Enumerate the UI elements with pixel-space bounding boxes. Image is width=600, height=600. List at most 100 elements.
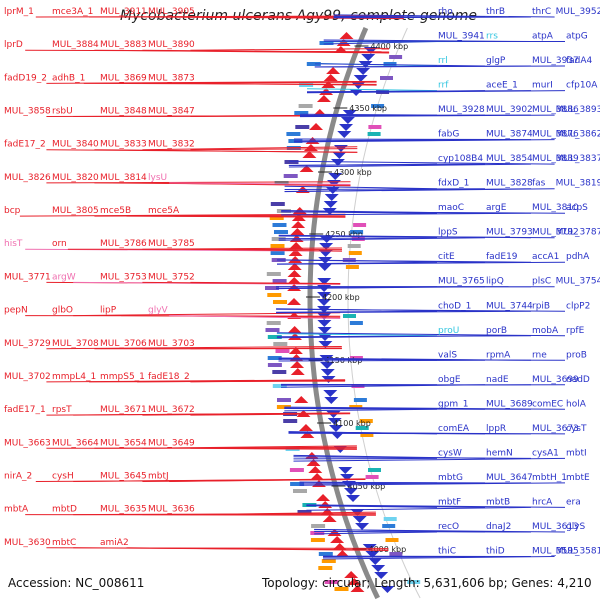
gene-label-reverse: rrl: [438, 56, 448, 66]
label-connector-forward: [142, 49, 390, 53]
label-connector-reverse: [276, 259, 532, 263]
feature-block: [359, 419, 373, 423]
gene-label-forward: MUL_3905: [148, 7, 195, 17]
gene-label-reverse: rrf: [438, 81, 449, 91]
forward-gene-arrow: [287, 284, 302, 291]
reverse-gene-arrow: [365, 551, 380, 558]
feature-block: [265, 286, 279, 290]
feature-block: [349, 405, 363, 409]
label-connector-forward: [142, 81, 377, 84]
gene-label-forward: MUL_3890: [148, 40, 195, 50]
gene-label-forward: MUL_3869: [100, 73, 147, 83]
forward-gene-arrow: [291, 221, 306, 228]
forward-gene-arrow: [287, 326, 302, 333]
label-connector-forward: [190, 379, 346, 383]
gene-label-forward: glbO: [52, 306, 73, 316]
gene-label-reverse: accA1: [532, 252, 559, 262]
gene-label-reverse: plsC: [532, 277, 551, 287]
gene-label-reverse: recO: [438, 522, 459, 532]
forward-gene-arrow: [288, 249, 303, 256]
gene-label-reverse: era: [566, 497, 581, 507]
gene-label-forward: MUL_3911: [100, 7, 147, 17]
forward-gene-arrow: [316, 494, 331, 501]
gene-label-reverse: aceE_1: [486, 81, 518, 91]
gene-label-reverse: cysT: [566, 424, 587, 434]
feature-block: [389, 55, 403, 59]
feature-block: [318, 552, 333, 556]
gene-label-reverse: MUL_3937: [532, 56, 579, 66]
reverse-gene-arrow: [368, 558, 383, 565]
feature-block: [348, 251, 362, 255]
gene-label-reverse: acpS: [566, 203, 588, 213]
feature-block: [306, 62, 321, 66]
forward-gene-arrow: [327, 529, 342, 536]
forward-gene-arrow: [318, 501, 333, 508]
label-connector-reverse: [306, 504, 566, 508]
feature-block: [334, 587, 349, 591]
gene-label-reverse: citE: [438, 252, 455, 262]
gene-label-reverse: mbtB: [486, 497, 510, 507]
label-connector-reverse: [293, 457, 566, 462]
gene-label-reverse: hrcA: [532, 497, 553, 507]
gene-label-forward: hisT: [4, 239, 23, 249]
gene-label-forward: MUL_3753: [100, 272, 147, 282]
feature-block: [271, 237, 286, 241]
gene-label-forward: MUL_3785: [148, 239, 195, 249]
feature-block: [283, 174, 298, 178]
forward-gene-arrow: [290, 228, 305, 235]
gene-label-reverse: MUL_3754: [556, 277, 600, 287]
gene-label-forward: MUL_3708: [52, 339, 99, 349]
feature-block: [368, 468, 381, 472]
gene-label-forward: nirA_2: [4, 472, 32, 482]
gene-label-forward: MUL_3645: [100, 472, 147, 482]
gene-label-forward: MUL_3858: [4, 107, 51, 117]
gene-label-reverse: comEA: [438, 424, 470, 434]
gene-label-forward: MUL_3630: [4, 538, 51, 548]
reverse-gene-arrow: [324, 194, 339, 201]
reverse-gene-arrow: [339, 124, 354, 131]
gene-label-reverse: MUL_3595: [532, 547, 579, 557]
gene-label-reverse: lppS: [438, 228, 458, 238]
label-connector-forward: [142, 146, 358, 151]
gene-label-forward: orn: [52, 239, 67, 249]
label-connector-reverse: [314, 531, 438, 535]
gene-label-reverse: MUL_3810: [532, 203, 579, 213]
label-connector-forward: [190, 82, 377, 86]
gene-label-forward: MUL_3873: [148, 73, 195, 83]
forward-gene-arrow: [309, 123, 324, 130]
feature-block: [295, 125, 310, 129]
label-connector-reverse: [314, 529, 566, 533]
gene-label-forward: MUL_3649: [148, 438, 195, 448]
forward-gene-arrow: [289, 354, 304, 361]
reverse-gene-arrow: [328, 425, 343, 432]
gene-label-reverse: MUL_3793: [486, 228, 533, 238]
label-connector-reverse: [276, 335, 532, 338]
inner-guide-arc: [347, 27, 421, 599]
gene-label-reverse: nadD: [566, 375, 590, 385]
feature-block: [343, 314, 356, 318]
forward-gene-arrow: [287, 270, 302, 277]
reverse-gene-arrow: [317, 264, 332, 271]
forward-gene-arrow: [347, 578, 362, 585]
label-connector-reverse: [306, 506, 532, 511]
label-connector-reverse: [284, 188, 486, 190]
gene-label-forward: mbtC: [52, 538, 76, 548]
feature-block: [345, 265, 359, 269]
label-connector-forward: [190, 281, 341, 284]
gene-label-forward: fadE18_2: [148, 372, 190, 382]
gene-label-reverse: holA: [566, 399, 587, 409]
feature-block: [299, 83, 314, 87]
label-connector-reverse: [293, 456, 532, 459]
feature-block: [319, 41, 334, 45]
feature-block: [284, 160, 299, 164]
accession-label: Accession: NC_008611: [8, 576, 145, 590]
label-connector-forward: [190, 248, 343, 252]
label-connector-forward: [190, 148, 358, 151]
gene-label-forward: mbtJ: [148, 472, 169, 482]
forward-gene-arrow: [300, 431, 315, 438]
feature-block: [274, 230, 288, 234]
gene-label-reverse: MUL_3893: [556, 105, 600, 115]
feature-block: [286, 132, 301, 136]
gene-label-reverse: gpm_1: [438, 399, 468, 409]
feature-block: [407, 580, 421, 584]
